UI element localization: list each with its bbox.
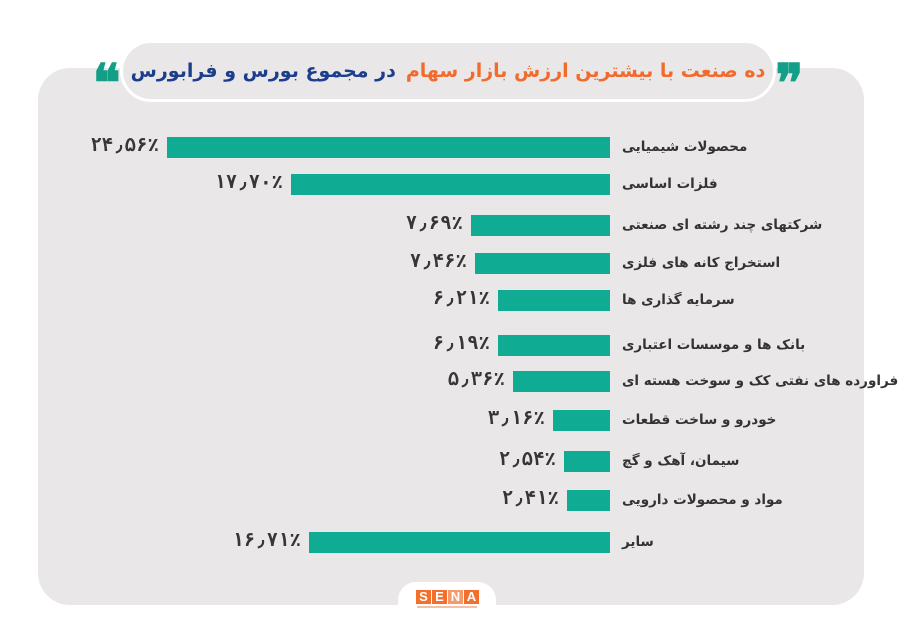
category-label: بانک ها و موسسات اعتباری: [622, 337, 806, 353]
category-label: فراورده های نفتی کک و سوخت هسته ای: [622, 373, 899, 389]
logo-subtitle: [417, 606, 477, 608]
bar: [475, 253, 610, 274]
category-label: شرکتهای چند رشته ای صنعتی: [622, 217, 823, 233]
category-label: سرمایه گذاری ها: [622, 292, 735, 308]
close-quote-icon: ❝: [92, 53, 121, 114]
logo-letter: A: [464, 590, 479, 604]
category-label: خودرو و ساخت قطعات: [622, 412, 777, 428]
bar-row: ۲٫۴۱٪ مواد و محصولات دارویی: [0, 487, 900, 512]
bar-row: ۵٫۳۶٪ فراورده های نفتی کک و سوخت هسته ای: [0, 368, 900, 393]
bar-value-label: ۲۴٫۵۶٪: [90, 134, 159, 156]
open-quote-icon: ❞: [775, 53, 804, 114]
title-rest: در مجموع بورس و فرابورس: [130, 60, 396, 82]
logo-letter: E: [432, 590, 447, 604]
category-label: سایر: [622, 534, 654, 550]
bar: [167, 137, 610, 158]
category-label: سیمان، آهک و گچ: [622, 453, 740, 469]
bar-row: ۱۷٫۷۰٪ فلزات اساسی: [0, 171, 900, 196]
bar: [291, 174, 610, 195]
bar-value-label: ۳٫۱۶٪: [487, 407, 545, 429]
bar: [564, 451, 610, 472]
logo-letter: N: [448, 590, 463, 604]
bar-row: ۶٫۲۱٪ سرمایه گذاری ها: [0, 287, 900, 312]
bar-value-label: ۵٫۳۶٪: [447, 368, 505, 390]
bar-value-label: ۷٫۶۹٪: [405, 212, 463, 234]
bar: [309, 532, 610, 553]
bar-value-label: ۷٫۴۶٪: [409, 250, 467, 272]
bar-value-label: ۲٫۵۴٪: [498, 448, 556, 470]
category-label: محصولات شیمیایی: [622, 139, 748, 155]
bar-row: ۲٫۵۴٪ سیمان، آهک و گچ: [0, 448, 900, 473]
bar-value-label: ۲٫۴۱٪: [501, 487, 559, 509]
bar-row: ۱۶٫۷۱٪ سایر: [0, 529, 900, 554]
sena-logo: S E N A: [416, 590, 479, 604]
bar-value-label: ۱۶٫۷۱٪: [232, 529, 301, 551]
bar-row: ۳٫۱۶٪ خودرو و ساخت قطعات: [0, 407, 900, 432]
bar-row: ۶٫۱۹٪ بانک ها و موسسات اعتباری: [0, 332, 900, 357]
logo-letter: S: [416, 590, 431, 604]
bar: [498, 335, 610, 356]
chart-title: ❞ ده صنعت با بیشترین ارزش بازار سهام در …: [93, 40, 803, 110]
bar: [513, 371, 610, 392]
bar-row: ۷٫۶۹٪ شرکتهای چند رشته ای صنعتی: [0, 212, 900, 237]
logo-tab: [398, 582, 496, 622]
bar-row: ۷٫۴۶٪ استخراج کانه های فلزی: [0, 250, 900, 275]
category-label: فلزات اساسی: [622, 176, 718, 192]
category-label: استخراج کانه های فلزی: [622, 255, 781, 271]
title-highlight: ده صنعت با بیشترین ارزش بازار سهام: [405, 60, 766, 82]
bar: [567, 490, 610, 511]
bar-value-label: ۱۷٫۷۰٪: [214, 171, 283, 193]
bar: [553, 410, 610, 431]
bar: [471, 215, 610, 236]
bar-row: ۲۴٫۵۶٪ محصولات شیمیایی: [0, 134, 900, 159]
category-label: مواد و محصولات دارویی: [622, 492, 783, 508]
bar-value-label: ۶٫۲۱٪: [432, 287, 490, 309]
bar: [498, 290, 610, 311]
bar-value-label: ۶٫۱۹٪: [432, 332, 490, 354]
